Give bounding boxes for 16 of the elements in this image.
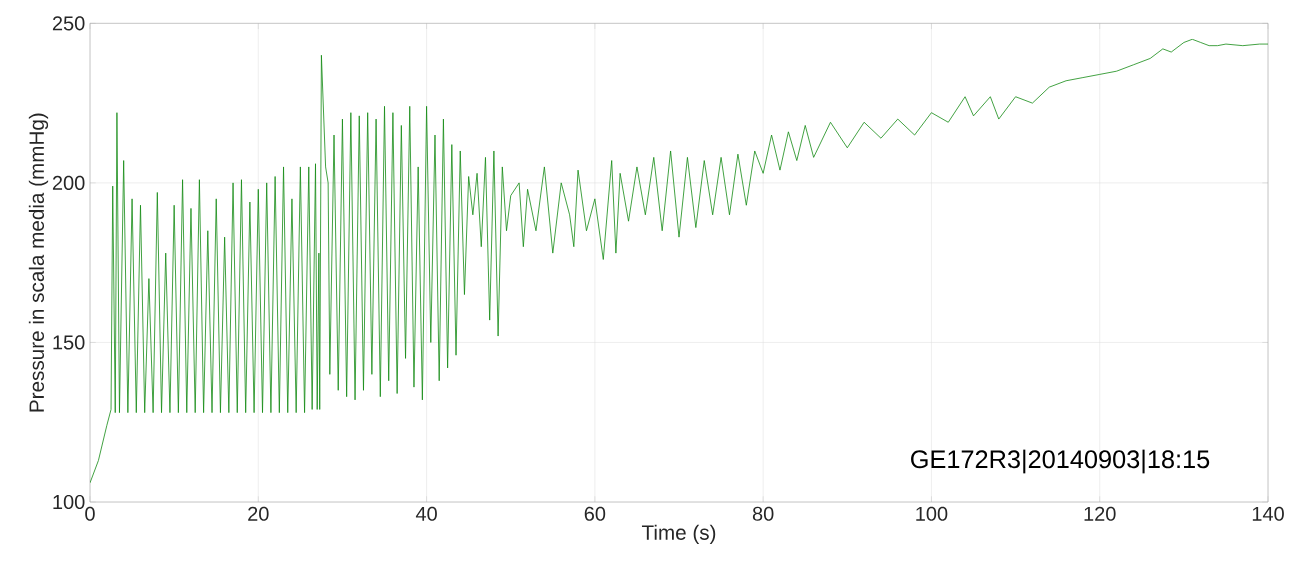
y-tick-label: 200 (52, 175, 85, 190)
x-tick-label: 60 (584, 506, 606, 521)
x-tick-label: 20 (248, 506, 269, 521)
annotation: GE172R3|20140903|18:15 (911, 449, 1210, 474)
x-tick-label: 140 (1252, 506, 1284, 521)
x-tick-label: 40 (415, 506, 437, 521)
x-tick-label: 100 (916, 506, 948, 521)
x-tick-label: 120 (1084, 506, 1116, 521)
y-tick-label: 150 (53, 335, 85, 350)
y-tick-label: 100 (53, 494, 85, 510)
x-tick-label: 80 (752, 506, 774, 521)
line-series (90, 38, 1269, 484)
y-tick-label: 250 (52, 16, 85, 31)
x-axis-title: Time (s) (641, 524, 716, 544)
y-axis-title: Pressure in scala media (mmHg) (28, 113, 49, 412)
x-tick-label: 0 (85, 506, 95, 521)
